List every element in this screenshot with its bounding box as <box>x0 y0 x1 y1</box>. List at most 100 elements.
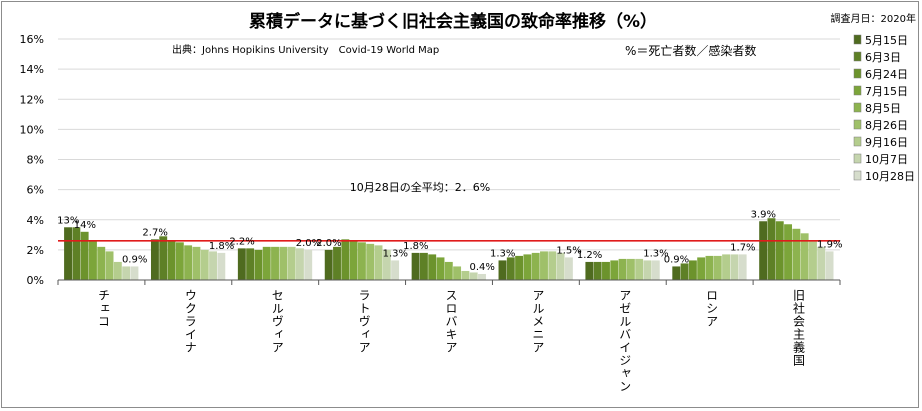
bar <box>419 252 428 280</box>
bar <box>593 261 602 280</box>
bar <box>730 254 739 280</box>
y-tick-label: 2% <box>27 244 44 257</box>
data-label: 0.4% <box>469 262 494 273</box>
bar <box>271 246 279 280</box>
legend-label: 6月24日 <box>865 68 908 81</box>
bar <box>88 240 97 280</box>
data-label: 1.3% <box>643 248 668 259</box>
bar <box>498 260 507 280</box>
bar <box>767 218 776 280</box>
bar <box>478 273 486 280</box>
bar <box>626 258 635 280</box>
bar <box>366 243 375 280</box>
legend-label: 10月7日 <box>865 153 908 166</box>
bar <box>391 260 400 280</box>
bar <box>759 221 768 280</box>
bar <box>564 257 573 280</box>
data-label: 1.8% <box>209 241 234 252</box>
data-label: 0.9% <box>664 254 689 265</box>
bar <box>531 252 540 280</box>
category-label: ウクライナ <box>183 289 197 354</box>
category-label: チェコ <box>96 289 110 328</box>
bar <box>167 240 176 280</box>
legend-label: 8月26日 <box>865 119 908 132</box>
bar <box>295 248 304 280</box>
bar <box>374 245 383 280</box>
bar <box>506 257 515 280</box>
legend-swatch <box>853 68 862 79</box>
y-tick-label: 14% <box>20 63 44 76</box>
data-label: 0.9% <box>122 254 147 265</box>
data-label: 1.9% <box>817 239 842 250</box>
bar <box>461 270 470 280</box>
legend-label: 6月3日 <box>865 51 901 64</box>
bar <box>349 240 358 280</box>
legend-swatch <box>853 51 862 62</box>
data-label: 1.3% <box>490 248 515 259</box>
bar <box>556 252 565 280</box>
bar <box>643 260 652 280</box>
bar <box>246 248 255 280</box>
bar <box>287 246 296 280</box>
legend-label: 9月16日 <box>865 136 908 149</box>
bar <box>515 255 524 280</box>
data-label: 1.5% <box>556 245 581 256</box>
bar <box>651 260 660 280</box>
bar <box>705 255 714 280</box>
legend-swatch <box>853 34 862 45</box>
y-tick-label: 6% <box>27 184 44 197</box>
data-label: 13% <box>57 215 79 226</box>
bar <box>237 248 246 280</box>
bar <box>809 240 817 280</box>
category-label: スロバキア <box>444 289 458 354</box>
bar <box>817 246 826 280</box>
bar <box>262 246 271 280</box>
bar <box>635 258 644 280</box>
bar <box>548 251 557 280</box>
data-label: 2.0% <box>296 238 321 249</box>
bar <box>184 245 193 280</box>
legend-swatch <box>853 85 862 96</box>
bar <box>436 257 445 280</box>
bar <box>209 251 217 280</box>
bar <box>713 255 722 280</box>
bar <box>618 258 627 280</box>
bar <box>324 249 333 280</box>
y-tick-label: 12% <box>20 93 44 106</box>
bar <box>304 249 313 280</box>
bar <box>357 242 366 280</box>
bar <box>453 266 462 280</box>
data-label: 1.8% <box>403 241 428 252</box>
y-tick-label: 10% <box>20 123 44 136</box>
y-tick-label: 8% <box>27 154 44 167</box>
legend-label: 7月15日 <box>865 85 908 98</box>
category-label: アゼルバイジャン <box>618 289 632 393</box>
legend-swatch <box>853 119 862 130</box>
bar <box>585 261 594 280</box>
y-tick-label: 16% <box>20 33 44 46</box>
bar <box>105 251 114 280</box>
bar <box>175 242 184 280</box>
bar <box>444 261 453 280</box>
legend-swatch <box>853 102 862 113</box>
bar <box>428 254 437 280</box>
category-label: セルヴィア <box>270 289 284 354</box>
bar <box>159 236 168 280</box>
data-label: 1.7% <box>730 242 755 253</box>
bar <box>540 251 548 280</box>
bar <box>341 239 350 280</box>
bar <box>610 260 619 280</box>
source-note: 出典：Johns Hopikins University Covid-19 Wo… <box>172 43 439 56</box>
data-label: 14% <box>74 220 96 231</box>
y-tick-label: 0% <box>27 274 44 287</box>
legend-label: 5月15日 <box>865 34 908 47</box>
bar <box>680 263 689 280</box>
bar <box>602 261 610 280</box>
bar <box>333 246 341 280</box>
bar <box>254 249 263 280</box>
bar <box>792 228 801 280</box>
bar <box>825 251 834 280</box>
bar <box>97 246 106 280</box>
category-label: 旧社会主義国 <box>792 289 806 367</box>
